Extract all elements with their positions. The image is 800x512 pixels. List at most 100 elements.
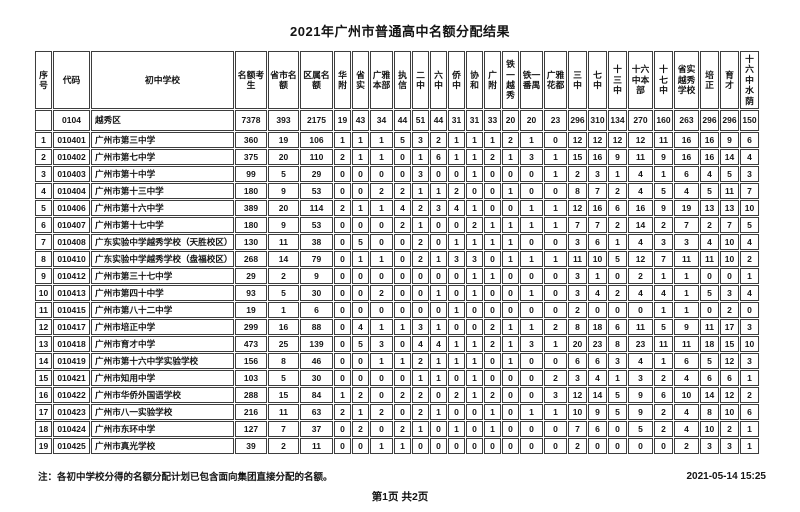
cell-school: 广州市第三十七中学: [91, 268, 234, 284]
cell-value: 11: [674, 251, 699, 267]
cell-value: 23: [544, 110, 567, 131]
cell-value: 1: [502, 183, 519, 199]
cell-value: 0: [520, 438, 543, 454]
cell-value: 0: [394, 285, 411, 301]
cell-value: 1: [544, 336, 567, 352]
cell-school: 广州市真光学校: [91, 438, 234, 454]
cell-value: 0: [370, 217, 393, 233]
cell-value: 3: [520, 149, 543, 165]
cell-value: 0: [484, 251, 501, 267]
cell-value: 11: [654, 336, 673, 352]
cell-value: 4: [628, 234, 653, 250]
cell-value: 0: [394, 404, 411, 420]
cell-value: 1: [484, 268, 501, 284]
cell-value: 43: [352, 110, 369, 131]
cell-value: 5: [654, 319, 673, 335]
cell-value: 2175: [300, 110, 333, 131]
cell-value: 4: [628, 353, 653, 369]
cell-value: 9: [588, 404, 607, 420]
cell-value: 0: [334, 251, 351, 267]
cell-school: 广州市第七中学: [91, 149, 234, 165]
cell-value: 0: [448, 319, 465, 335]
cell-value: 9: [654, 200, 673, 216]
cell-school: 广州市第四十中学: [91, 285, 234, 301]
cell-value: 0: [334, 421, 351, 437]
cell-value: 7: [568, 217, 587, 233]
cell-value: 473: [235, 336, 267, 352]
cell-value: 9: [268, 183, 299, 199]
cell-seq: 19: [35, 438, 52, 454]
cell-value: 16: [268, 319, 299, 335]
cell-value: 3: [412, 319, 429, 335]
cell-value: 51: [412, 110, 429, 131]
cell-value: 33: [484, 110, 501, 131]
cell-value: 1: [334, 132, 351, 148]
cell-value: 0: [520, 370, 543, 386]
cell-value: 0: [520, 268, 543, 284]
cell-value: 1: [544, 200, 567, 216]
table-row: 19 010425 广州市真光学校 39 2 11 0 0 1 1 0 0 0 0 0 0 0 0 2 0 0 0 0 2 3 3…: [35, 438, 759, 454]
cell-value: 0: [484, 183, 501, 199]
column-header-21: 十六中本部: [628, 51, 653, 109]
cell-value: 0: [334, 370, 351, 386]
cell-value: 1: [608, 370, 627, 386]
column-header-12: 侨中: [448, 51, 465, 109]
cell-value: 1: [370, 200, 393, 216]
table-row: 7 010408 广东实验中学越秀学校（天胜校区） 130 11 38 0 5 0 0 2 0 1 1 1 1…: [35, 234, 759, 250]
cell-value: 29: [300, 166, 333, 182]
cell-value: 3: [674, 234, 699, 250]
cell-value: 0: [352, 217, 369, 233]
cell-value: 1: [394, 353, 411, 369]
cell-value: 53: [300, 183, 333, 199]
print-timestamp: 2021-05-14 15:25: [686, 471, 766, 482]
cell-value: 1: [520, 404, 543, 420]
cell-value: 2: [544, 319, 567, 335]
cell-value: 11: [720, 183, 739, 199]
cell-value: 9: [654, 149, 673, 165]
cell-value: 2: [608, 183, 627, 199]
cell-value: 0: [352, 268, 369, 284]
cell-value: 389: [235, 200, 267, 216]
cell-value: 10: [588, 251, 607, 267]
cell-code: 010417: [53, 319, 90, 335]
cell-value: 7: [588, 217, 607, 233]
cell-value: 150: [740, 110, 759, 131]
cell-value: 0: [608, 438, 627, 454]
cell-value: 0: [370, 166, 393, 182]
cell-code: 010412: [53, 268, 90, 284]
cell-value: 11: [700, 251, 719, 267]
cell-value: 1: [448, 353, 465, 369]
cell-value: 0: [502, 387, 519, 403]
cell-value: 0: [394, 166, 411, 182]
table-row: 10 010413 广州市第四十中学 93 5 30 0 0 2 0 0 1 0 1 0 0 1 0 3 4 2 4 4 1 5…: [35, 285, 759, 301]
cell-value: 6: [740, 132, 759, 148]
cell-value: 4: [394, 200, 411, 216]
cell-value: 0: [588, 302, 607, 318]
cell-value: 3: [412, 132, 429, 148]
cell-school: 广州市第十六中学: [91, 200, 234, 216]
cell-value: 2: [674, 438, 699, 454]
cell-value: 4: [412, 336, 429, 352]
cell-value: 2: [412, 234, 429, 250]
cell-value: 0: [544, 421, 567, 437]
cell-value: 1: [412, 149, 429, 165]
cell-value: 0: [334, 353, 351, 369]
cell-value: 0: [502, 404, 519, 420]
cell-value: 216: [235, 404, 267, 420]
cell-value: 1: [466, 149, 483, 165]
cell-value: 1: [466, 370, 483, 386]
cell-value: 0: [352, 285, 369, 301]
table-row: 3 010403 广州市第十中学 99 5 29 0 0 0 0 3 0 0 1 0 0 0 1 2 3 1 4 1 6 4 5 3: [35, 166, 759, 182]
cell-school: 广州市第十中学: [91, 166, 234, 182]
cell-value: 5: [628, 421, 653, 437]
cell-value: 6: [720, 370, 739, 386]
column-header-7: 省实: [352, 51, 369, 109]
cell-value: 14: [588, 387, 607, 403]
cell-value: 0: [448, 370, 465, 386]
cell-value: 0: [430, 438, 447, 454]
cell-value: 4: [674, 370, 699, 386]
column-header-20: 十三中: [608, 51, 627, 109]
cell-value: 2: [412, 200, 429, 216]
cell-value: 14: [628, 217, 653, 233]
cell-value: 1: [520, 285, 543, 301]
